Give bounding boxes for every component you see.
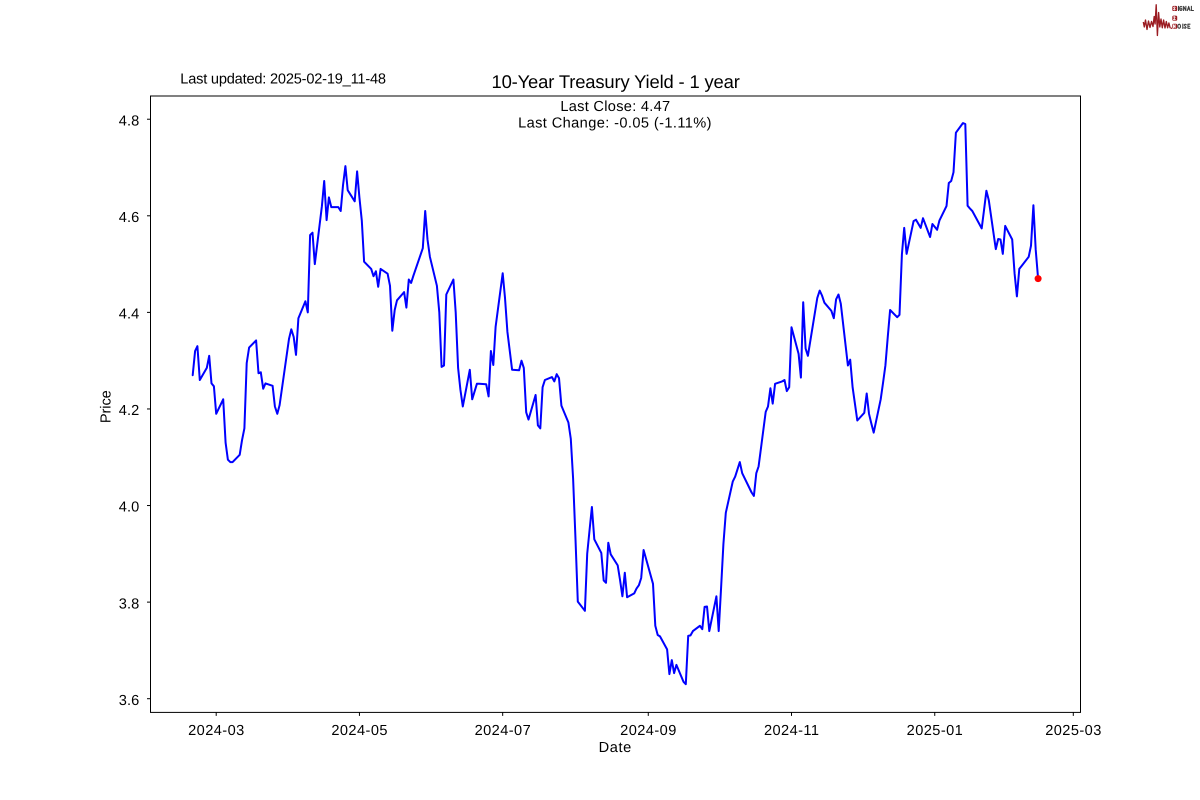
svg-text:Price: Price [98,390,114,423]
svg-text:2024-05: 2024-05 [331,723,388,739]
svg-text:4.4: 4.4 [119,307,140,323]
svg-text:Last Close: 4.47: Last Close: 4.47 [560,99,670,115]
svg-text:Date: Date [599,740,632,756]
svg-text:2025-01: 2025-01 [907,723,964,739]
svg-text:4.2: 4.2 [119,403,140,419]
svg-text:3.6: 3.6 [119,693,140,709]
svg-text:3.8: 3.8 [119,596,140,612]
svg-text:4.0: 4.0 [119,500,140,516]
svg-text:2024-09: 2024-09 [620,723,677,739]
svg-text:Last Change: -0.05 (-1.11%): Last Change: -0.05 (-1.11%) [518,115,712,131]
svg-text:2024-03: 2024-03 [188,723,245,739]
svg-text:2024-07: 2024-07 [475,723,532,739]
svg-text:2024-11: 2024-11 [764,723,819,739]
svg-text:2025-03: 2025-03 [1045,723,1102,739]
svg-text:4.8: 4.8 [119,113,140,129]
svg-text:4.6: 4.6 [119,210,140,226]
svg-text:Last updated: 2025-02-19_11-48: Last updated: 2025-02-19_11-48 [180,72,386,88]
svg-text:10-Year Treasury Yield - 1 yea: 10-Year Treasury Yield - 1 year [492,71,740,92]
